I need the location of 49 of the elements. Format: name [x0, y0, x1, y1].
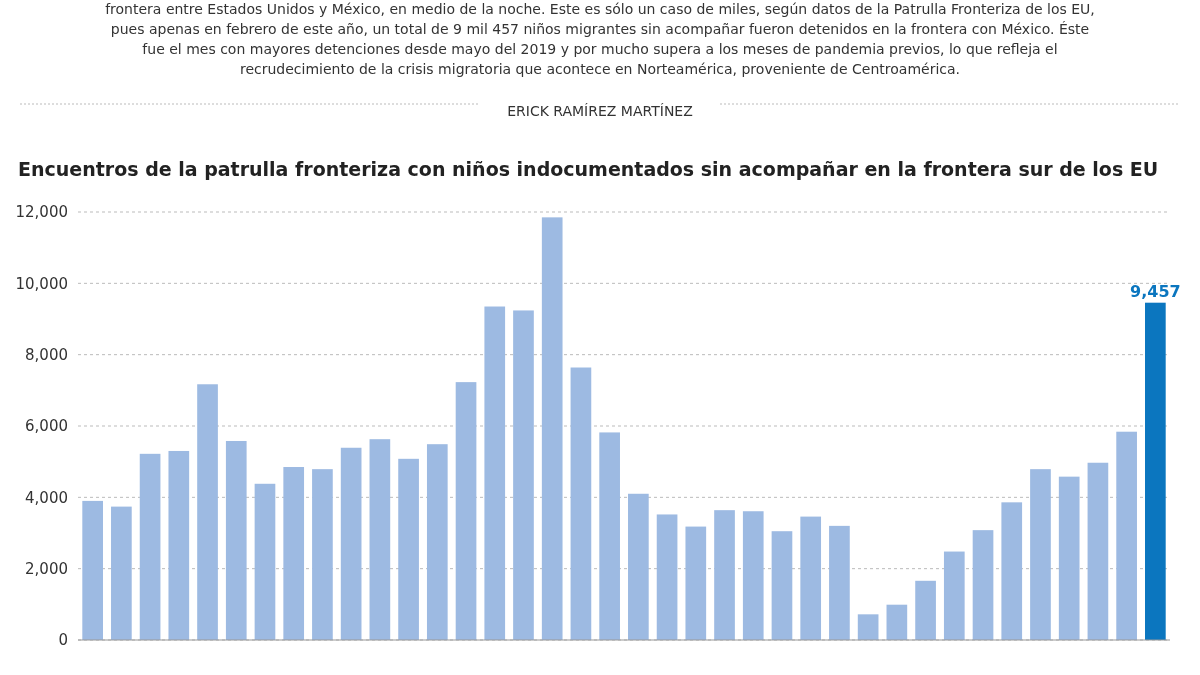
chart-title: Encuentros de la patrulla fronteriza con niños indocumentados sin acompañar en la frontera sur de los EU [18, 158, 1159, 180]
y-tick-label: 4,000 [25, 488, 68, 507]
bar [1058, 476, 1080, 640]
bar [886, 604, 908, 640]
bar [168, 450, 190, 640]
bar [541, 217, 563, 640]
bar [254, 483, 276, 640]
y-tick-label: 10,000 [15, 274, 68, 293]
bar [570, 367, 592, 640]
bar [829, 525, 850, 640]
bar [685, 526, 707, 640]
bar [1087, 462, 1109, 640]
bar [1116, 431, 1137, 640]
bar [139, 453, 161, 640]
bar [312, 469, 333, 640]
bar [599, 432, 620, 640]
chart-subtitle: frontera entre Estados Unidos y México, en medio de la noche. Este es sólo un caso de miles, según datos de la Patrulla Fronteriza de los EU, pues apenas en febrero de este año, un total de 9 mil 457 niños migrantes sin acompañar fueron detenidos en la frontera con México. Éste fue el mes con mayores detenciones desde mayo del 2019 y por mucho supera a los meses de pandemia previos, lo que refleja el recrudecimiento de la crisis migratoria que acontece en Norteamérica, proveniente de Centroamérica. [105, 1, 1095, 77]
bar [369, 439, 391, 640]
bar [426, 444, 448, 640]
y-tick-label: 0 [58, 631, 68, 650]
bar [484, 306, 506, 640]
text: ERICK RAMÍREZ MARTÍNEZ [507, 103, 693, 119]
bar [800, 516, 822, 640]
bar [628, 493, 649, 640]
bar [656, 514, 678, 640]
bar [398, 458, 419, 640]
bar [1001, 502, 1023, 640]
bar [82, 500, 103, 640]
bar [1145, 302, 1166, 640]
y-tick-label: 6,000 [25, 417, 68, 436]
y-tick-label: 12,000 [15, 203, 68, 222]
bar [455, 382, 477, 640]
bar [714, 510, 735, 640]
bar [943, 551, 965, 640]
bar [340, 447, 362, 640]
bar [915, 580, 936, 640]
bar [197, 384, 218, 640]
y-tick-label: 8,000 [25, 345, 68, 364]
y-tick-label: 2,000 [25, 559, 68, 578]
bar [857, 614, 879, 640]
data-label: 9,457 [1130, 281, 1181, 301]
bar [283, 467, 305, 640]
bar [972, 530, 994, 640]
bar [742, 511, 764, 640]
bar [513, 310, 534, 640]
bar [111, 506, 132, 640]
bar [225, 440, 247, 640]
bar [771, 531, 793, 640]
bar [1030, 469, 1051, 640]
